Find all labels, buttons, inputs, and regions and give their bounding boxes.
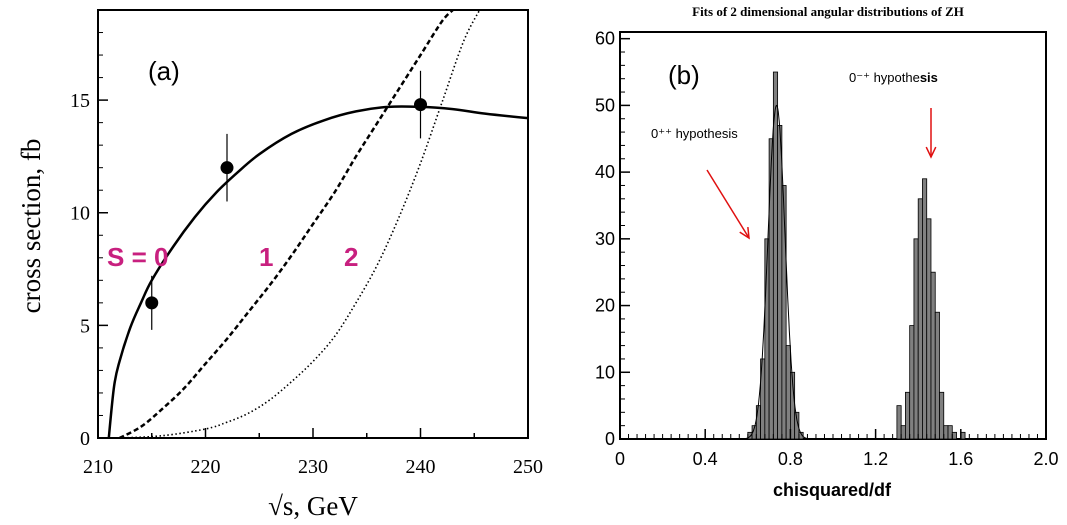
y-tick-label: 10 [70,203,90,225]
arrow-0mp-head [925,146,937,159]
arrow-0pp [706,169,750,239]
x-tick-label: 1.6 [948,449,973,469]
arrow-0pp-head [739,226,750,240]
histogram-bar [913,238,919,440]
s2-label: 2 [344,242,358,272]
hypothesis-0mp-bold-text: sis [920,70,938,85]
hypothesis-0mp-text: 0⁻⁺ hypothe [849,70,920,85]
x-tick-label: 0.8 [778,449,803,469]
panel-b-histogram [747,71,966,440]
histogram-bar [943,425,949,440]
histogram-bar [794,411,800,440]
x-tick-label: 240 [406,456,436,478]
panel-b-x-axis-label: chisquared/df [773,480,892,500]
panel-b-tick-labels: 0 10 20 30 40 50 60 0 0.4 0.8 1.2 1.6 2.0 [595,29,1059,469]
s0-label: S = 0 [107,242,168,272]
y-tick-label: 20 [595,296,615,316]
histogram-bar [934,311,940,440]
panel-b-fit [742,104,811,440]
histogram-bar [917,198,923,440]
histogram-bar [896,405,902,440]
histogram-bar [909,325,915,440]
panel-b-label: (b) [668,60,700,90]
histogram-bar [926,218,932,440]
y-tick-label: 50 [595,95,615,115]
y-tick-label: 40 [595,162,615,182]
histogram-bar [900,425,906,440]
panel-b-title: Fits of 2 dimensional angular distributi… [692,4,964,19]
panel-a-y-axis-label: cross section, fb [16,139,46,314]
histogram-bar [772,71,779,440]
histogram-bar [777,125,783,440]
y-tick-label: 5 [80,315,90,337]
histogram-bar [947,425,953,440]
histogram-bar [922,178,928,440]
x-tick-label: 0 [615,449,625,469]
panel-a-label: (a) [148,56,180,86]
gaussian-fit-curve [742,104,811,440]
data-point [145,296,159,310]
y-tick-label: 0 [80,428,90,450]
histogram-bar [939,391,945,440]
panel-a-x-axis-label: √s, GeV [268,491,358,521]
data-point [414,98,427,112]
x-tick-label: 2.0 [1033,449,1058,469]
histogram-bar [785,345,791,440]
panel-b-arrows [706,108,937,240]
y-tick-label: 60 [595,29,615,49]
panel-a: 210 220 230 240 250 0 5 10 15 (a) √s, GeV cross … [16,9,543,521]
curve-s1 [118,9,454,440]
y-tick-label: 10 [595,362,615,382]
x-tick-label: 250 [513,456,543,478]
histogram-bar [930,271,936,440]
y-tick-label: 0 [605,429,615,449]
x-tick-label: 220 [191,456,221,478]
hypothesis-0pp-label: 0⁺⁺ hypothesis [651,126,738,141]
data-point [220,161,234,175]
x-tick-label: 210 [83,456,113,478]
histogram-bar [768,138,774,440]
panel-a-tick-labels: 210 220 230 240 250 0 5 10 15 [70,90,543,478]
y-tick-label: 15 [70,90,90,112]
panel-a-points [145,70,427,330]
panel-b: Fits of 2 dimensional angular distributi… [595,4,1059,500]
x-tick-label: 1.2 [863,449,888,469]
x-tick-label: 0.4 [693,449,718,469]
histogram-bar [755,405,761,440]
panel-b-frame [619,31,1047,440]
histogram-bar [951,431,957,440]
s1-label: 1 [259,242,273,272]
curve-s0 [107,105,529,439]
histogram-bar [905,391,911,440]
hypothesis-0mp-label: 0⁻⁺ hypothesis [849,70,938,85]
y-tick-label: 30 [595,229,615,249]
panel-a-ticks [97,32,529,439]
panel-b-ticks [619,37,1047,440]
x-tick-label: 230 [298,456,328,478]
histogram-bar [781,185,787,440]
